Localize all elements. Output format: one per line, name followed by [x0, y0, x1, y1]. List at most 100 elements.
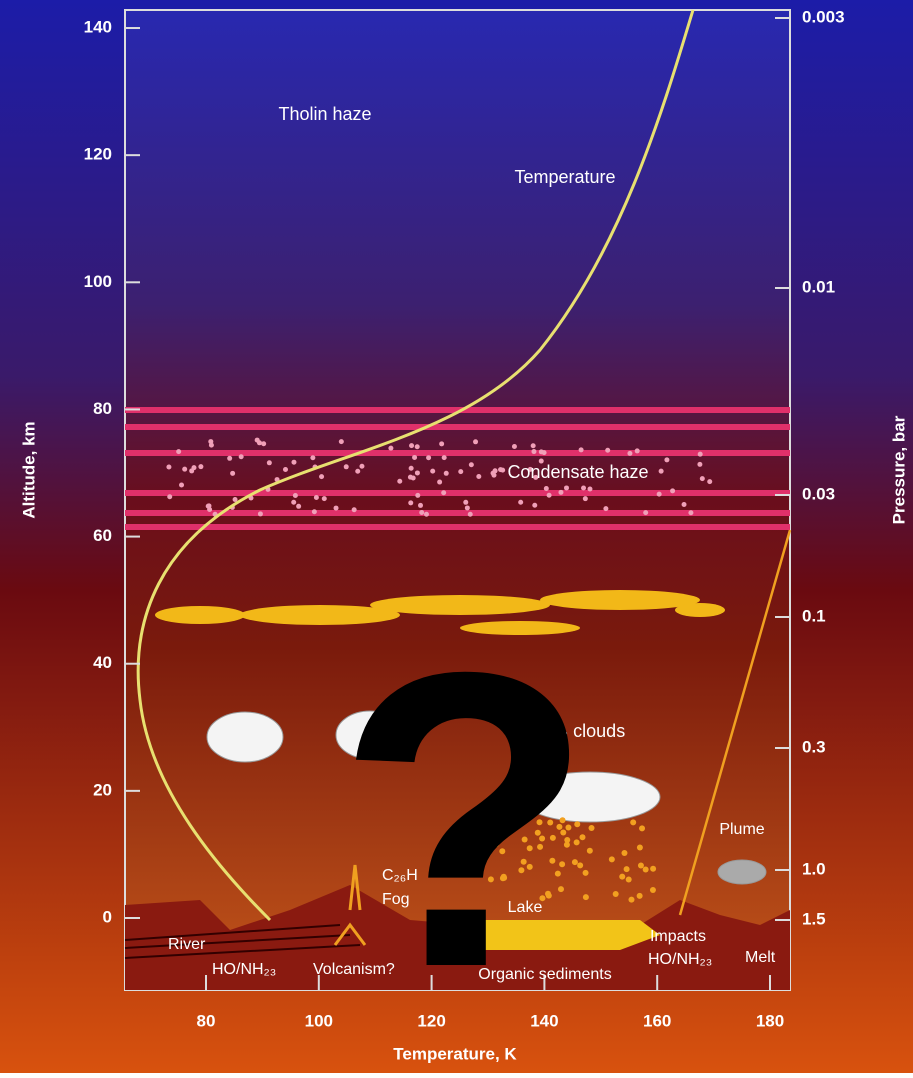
particle — [707, 479, 712, 484]
label: Melt — [745, 949, 776, 966]
drop — [624, 866, 630, 872]
particle — [698, 452, 703, 457]
particle — [670, 488, 675, 493]
drop — [639, 825, 645, 831]
particle — [468, 512, 473, 517]
tick-label: 40 — [93, 653, 112, 672]
tick-label: 80 — [93, 399, 112, 418]
particle — [166, 464, 171, 469]
particle — [531, 443, 536, 448]
particle — [191, 465, 196, 470]
particle — [176, 449, 181, 454]
particle — [408, 500, 413, 505]
particle — [409, 466, 414, 471]
drop — [638, 862, 644, 868]
particle — [458, 469, 463, 474]
drop — [630, 819, 636, 825]
particle — [206, 504, 211, 509]
particle — [664, 457, 669, 462]
tick-label: 60 — [93, 526, 112, 545]
particle — [319, 474, 324, 479]
particle — [469, 462, 474, 467]
label: Tholin haze — [278, 104, 371, 124]
particle — [359, 464, 364, 469]
tick-label: 0.3 — [802, 737, 826, 756]
drop — [637, 893, 643, 899]
particle — [498, 467, 503, 472]
particle — [283, 467, 288, 472]
particle — [339, 439, 344, 444]
particle — [441, 490, 446, 495]
particle — [267, 460, 272, 465]
particle — [182, 467, 187, 472]
tick-label: 100 — [84, 272, 112, 291]
tick-label: 180 — [756, 1011, 784, 1030]
particle — [397, 479, 402, 484]
tick-label: 160 — [643, 1011, 671, 1030]
particle — [697, 462, 702, 467]
label: Temperature — [514, 167, 615, 187]
particle — [682, 502, 687, 507]
particle — [439, 441, 444, 446]
particle — [409, 443, 414, 448]
particle — [291, 500, 296, 505]
particle — [424, 512, 429, 517]
particle — [293, 493, 298, 498]
tick-label: 0.003 — [802, 7, 845, 26]
particle — [512, 444, 517, 449]
particle — [415, 493, 420, 498]
particle — [296, 504, 301, 509]
particle — [659, 469, 664, 474]
particle — [463, 500, 468, 505]
drop — [609, 856, 615, 862]
tick-label: 100 — [305, 1011, 333, 1030]
particle — [558, 490, 563, 495]
particle — [583, 496, 588, 501]
particle — [547, 493, 552, 498]
particle — [355, 469, 360, 474]
particle — [227, 456, 232, 461]
drop — [650, 887, 656, 893]
particle — [291, 460, 296, 465]
tick-label: 20 — [93, 780, 112, 799]
particle — [230, 471, 235, 476]
tick-label: 1.5 — [802, 909, 826, 928]
drop — [626, 876, 632, 882]
particle — [167, 494, 172, 499]
label: Plume — [719, 821, 764, 838]
diagram: 1401201008060402000.0030.010.030.10.31.0… — [0, 0, 913, 1073]
particle — [419, 510, 424, 515]
particle — [198, 464, 203, 469]
particle — [491, 473, 496, 478]
particle — [344, 464, 349, 469]
label: Condensate haze — [507, 462, 648, 482]
tick-label: 0.03 — [802, 484, 835, 503]
particle — [437, 480, 442, 485]
axis-title: Altitude, km — [19, 421, 38, 518]
particle — [627, 451, 632, 456]
particle — [418, 503, 423, 508]
particle — [444, 471, 449, 476]
axis-title: Pressure, bar — [889, 415, 908, 524]
particle — [635, 448, 640, 453]
particle — [531, 449, 536, 454]
particle — [322, 496, 327, 501]
drop — [619, 874, 625, 880]
particle — [542, 450, 547, 455]
particle — [310, 455, 315, 460]
drop — [613, 891, 619, 897]
particle — [603, 506, 608, 511]
particle — [532, 503, 537, 508]
particle — [465, 505, 470, 510]
particle — [605, 448, 610, 453]
tick-label: 120 — [84, 145, 112, 164]
particle — [544, 486, 549, 491]
particle — [581, 486, 586, 491]
particle — [564, 485, 569, 490]
particle — [261, 441, 266, 446]
particle — [442, 455, 447, 460]
particle — [587, 486, 592, 491]
tick-label: 0.01 — [802, 277, 835, 296]
particle — [518, 500, 523, 505]
particle — [239, 454, 244, 459]
